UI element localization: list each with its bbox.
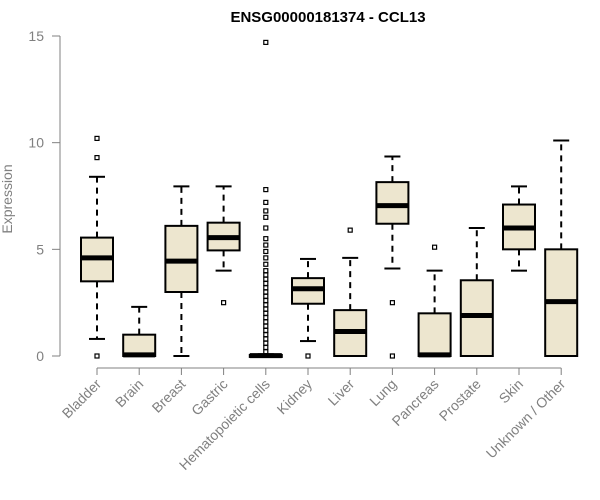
outlier-point — [263, 310, 269, 316]
outlier-point — [305, 353, 311, 359]
outlier-point — [263, 236, 269, 242]
outlier-point — [263, 214, 269, 220]
outlier-point — [263, 293, 269, 299]
outlier-point — [263, 261, 269, 267]
outlier-point — [263, 255, 269, 261]
box-series — [80, 39, 579, 359]
x-tick-label: Brain — [112, 376, 146, 410]
box-group — [80, 135, 114, 359]
outlier-point — [263, 327, 269, 333]
box-group — [122, 305, 157, 358]
outlier-point — [263, 272, 269, 278]
outlier-point — [263, 289, 269, 295]
x-tick-label: Lung — [366, 376, 399, 409]
x-tick-label: Skin — [496, 376, 527, 407]
outlier-point — [263, 319, 269, 325]
chart-title: ENSG00000181374 - CCL13 — [230, 9, 425, 26]
box-group — [502, 185, 536, 272]
y-tick-label: 10 — [28, 135, 44, 151]
y-axis-label: Expression — [0, 164, 15, 233]
outlier-point — [263, 297, 269, 304]
outlier-point — [263, 349, 269, 355]
outlier-point — [263, 336, 269, 342]
outlier-point — [263, 187, 269, 193]
box-group — [544, 139, 579, 357]
outlier-point — [263, 225, 269, 231]
x-tick-label: Liver — [325, 376, 358, 409]
y-axis: 0 5 10 15 — [28, 28, 61, 364]
x-tick-label: Breast — [149, 376, 189, 416]
outlier-point — [263, 276, 269, 282]
iqr-box — [459, 279, 494, 357]
x-tick-label: Prostate — [436, 376, 484, 424]
outlier-point — [263, 315, 269, 321]
outlier-point — [263, 302, 269, 308]
outlier-point — [263, 285, 269, 291]
box-group — [459, 227, 494, 357]
outlier-point — [389, 353, 395, 359]
box-group — [333, 227, 368, 357]
box-group — [164, 185, 199, 357]
x-tick-label: Pancreas — [389, 376, 442, 429]
outlier-point — [263, 323, 269, 329]
outlier-point — [263, 332, 269, 338]
box-group — [291, 257, 325, 359]
outlier-point — [347, 227, 353, 233]
box-group — [248, 39, 283, 359]
outlier-point — [94, 135, 100, 141]
box-group — [417, 244, 452, 358]
outlier-point — [263, 208, 269, 214]
box-group — [375, 155, 410, 359]
box-group — [206, 185, 241, 306]
x-tick-label: Kidney — [274, 376, 316, 418]
outlier-point — [263, 199, 269, 205]
y-tick-label: 15 — [28, 28, 44, 44]
iqr-box — [417, 312, 452, 358]
outlier-point — [432, 244, 438, 250]
y-tick-label: 0 — [36, 348, 44, 364]
iqr-box — [375, 181, 410, 225]
x-tick-label: Unknown / Other — [483, 376, 569, 462]
outlier-point — [94, 353, 100, 359]
y-tick-label: 5 — [36, 241, 44, 257]
x-tick-label: Bladder — [59, 376, 105, 422]
outlier-point — [263, 280, 269, 287]
outlier-point — [263, 39, 269, 46]
outlier-point — [389, 300, 395, 306]
outlier-point — [263, 242, 269, 248]
outlier-point — [263, 344, 269, 351]
outlier-point — [263, 340, 269, 346]
outlier-point — [94, 155, 100, 161]
outlier-point — [221, 300, 227, 306]
outlier-point — [263, 306, 269, 312]
outlier-point — [263, 268, 269, 274]
outlier-point — [263, 248, 269, 255]
